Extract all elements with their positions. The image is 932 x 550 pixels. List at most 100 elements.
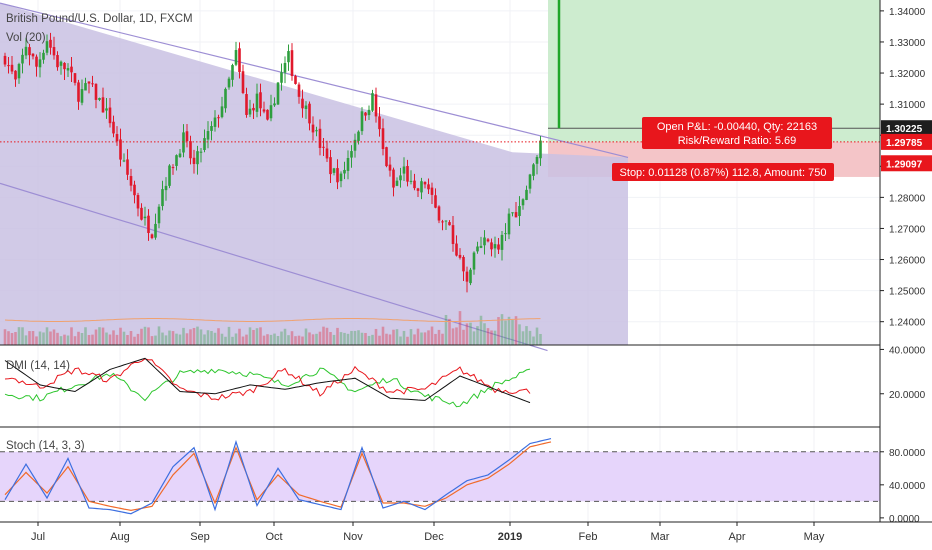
stoch-legend[interactable]: Stoch (14, 3, 3) [6, 440, 85, 452]
candle-body [238, 48, 241, 73]
volume-bar [136, 333, 140, 345]
price-tick-label: 1.34000 [889, 7, 926, 18]
candle-body [406, 166, 409, 182]
volume-bar [350, 330, 353, 345]
volume-bar [63, 334, 66, 345]
stop-box[interactable]: Stop: 0.01128 (0.87%) 112.8, Amount: 750 [612, 163, 834, 181]
volume-bar [353, 330, 357, 345]
volume-bar [392, 329, 395, 345]
volume-bar [539, 333, 542, 345]
price-tick-label: 1.32000 [889, 69, 926, 80]
candle-body [458, 254, 462, 258]
volume-bar [465, 323, 469, 345]
volume-ma-line [4, 318, 541, 322]
candle-body [262, 109, 266, 112]
pnl-box[interactable]: Open P&L: -0.00440, Qty: 22163 Risk/Rewa… [642, 117, 832, 149]
candle-body [416, 188, 420, 191]
candle-body [423, 181, 427, 185]
volume-bar [150, 336, 154, 345]
candle-body [185, 131, 189, 142]
price-tag-bg [881, 133, 932, 150]
candle-body [514, 212, 518, 218]
volume-bar [458, 311, 462, 345]
candle-body [276, 82, 280, 105]
volume-bar [105, 332, 108, 345]
volume-bar [325, 327, 329, 345]
candle-body [42, 52, 45, 60]
stoch-k-line [4, 438, 552, 515]
candle-body [203, 138, 206, 150]
time-tick-label: Oct [265, 531, 282, 543]
volume-bar [434, 333, 437, 345]
volume-bar [21, 327, 24, 345]
volume-bar [192, 327, 196, 345]
volume-bar [378, 335, 381, 345]
candle-body [45, 41, 49, 53]
dmi-legend[interactable]: DMI (14, 14) [6, 360, 70, 372]
time-tick-label: May [804, 531, 825, 543]
volume-bar [7, 331, 10, 345]
volume-bar [133, 336, 136, 345]
volume-bar [66, 335, 70, 345]
stoch-tick-label: 80.0000 [889, 448, 926, 459]
candle-body [171, 167, 175, 169]
candle-body [374, 94, 378, 117]
volume-bar [528, 330, 532, 345]
volume-bar [462, 329, 465, 345]
volume-bar [91, 334, 94, 345]
volume-bar [518, 324, 521, 345]
volume-bar [252, 329, 255, 345]
candle-body [150, 234, 154, 239]
volume-bar [430, 326, 434, 345]
volume-bar [126, 335, 129, 345]
dmi-panel [0, 344, 932, 408]
candle-body [437, 206, 441, 221]
candle-body [70, 66, 73, 73]
candle-body [332, 168, 336, 173]
candle-body [273, 103, 276, 106]
symbol-title[interactable]: British Pound/U.S. Dollar, 1D, FXCM [6, 13, 193, 25]
candle-body [129, 176, 133, 186]
time-tick-label: 2019 [498, 531, 522, 543]
price-tick-label: 1.27000 [889, 224, 926, 235]
candle-body [80, 89, 84, 103]
volume-bar [70, 327, 73, 345]
volume-bar [56, 332, 59, 345]
volume-bar [164, 335, 168, 345]
volume-bar [360, 332, 364, 345]
candle-body [220, 106, 224, 118]
candle-body [266, 109, 269, 120]
volume-bar [259, 327, 262, 345]
candle-body [14, 70, 17, 80]
volume-bar [171, 331, 175, 345]
volume-bar [273, 333, 276, 345]
volume-bar [77, 331, 80, 345]
candle-body [500, 234, 504, 250]
volume-bar [199, 329, 203, 345]
volume-bar [108, 334, 112, 345]
candle-body [136, 195, 140, 209]
candle-body [91, 83, 94, 85]
volume-bar [168, 330, 171, 345]
stop-text: Stop: 0.01128 (0.87%) 112.8, Amount: 750 [620, 167, 827, 179]
volume-bar [262, 335, 266, 345]
volume-bar [364, 332, 367, 345]
candle-body [269, 105, 273, 119]
candle-body [213, 117, 217, 127]
volume-bar [10, 333, 14, 345]
volume-bar [206, 330, 210, 345]
stoch-band [0, 451, 880, 502]
volume-bar [367, 335, 371, 345]
volume-bar [322, 326, 325, 345]
volume-bar [154, 335, 157, 345]
volume-bar [283, 328, 287, 345]
channel-layer[interactable] [0, 2, 629, 352]
volume-bar [220, 333, 224, 345]
volume-legend[interactable]: Vol (20) [6, 32, 46, 44]
volume-bar [290, 331, 294, 345]
candle-body [147, 215, 150, 234]
candle-body [318, 128, 322, 148]
price-tick-label: 1.25000 [889, 287, 926, 298]
